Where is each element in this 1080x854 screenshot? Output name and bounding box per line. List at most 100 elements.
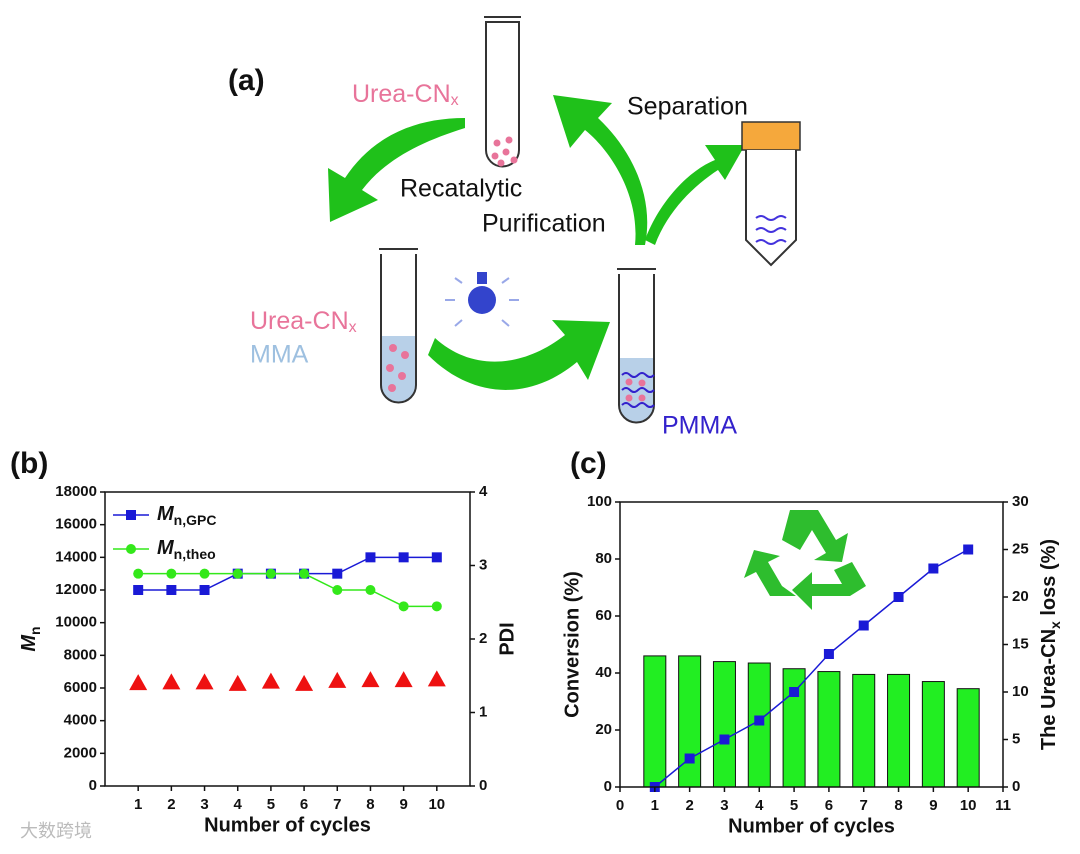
marker <box>365 585 376 595</box>
x-axis-label: Number of cycles <box>728 815 895 837</box>
marker <box>928 563 939 574</box>
label-text: Urea-CN <box>250 307 349 335</box>
chart: (c)0 1 2 3 4 5 6 7 8 9 10 1102040608010005101520253… <box>561 447 1062 837</box>
marker <box>199 568 210 579</box>
marker <box>232 568 243 579</box>
marker <box>328 671 347 688</box>
marker <box>398 552 409 563</box>
label-sub: x <box>349 319 357 336</box>
text-part: M <box>157 503 175 525</box>
subscript: n <box>27 626 43 635</box>
y-axis-label: Mn <box>18 626 42 651</box>
marker <box>133 585 144 595</box>
marker <box>295 674 314 691</box>
marker <box>893 592 904 602</box>
y2-tick-label: 15 <box>1012 635 1029 652</box>
x-tick-label: 4 <box>234 796 243 813</box>
label-sub: x <box>451 92 459 109</box>
marker <box>431 552 442 563</box>
x-tick-label: 10 <box>428 796 445 813</box>
x-axis-label: Number of cycles <box>204 814 371 836</box>
marker <box>166 568 177 579</box>
y-tick-label: 12000 <box>55 581 97 598</box>
y-tick-label: 0 <box>604 778 612 795</box>
step-label: Separation <box>627 93 748 121</box>
lamp <box>445 272 519 327</box>
marker <box>394 671 413 688</box>
y-tick-label: 14000 <box>55 548 97 565</box>
particles <box>491 136 518 167</box>
marker <box>228 674 247 691</box>
marker <box>332 568 343 579</box>
bar <box>678 655 702 788</box>
y-tick-label: 0 <box>89 777 97 794</box>
marker <box>166 585 177 595</box>
text-part: M <box>18 634 40 652</box>
y2-tick-label: 20 <box>1012 588 1029 605</box>
marker <box>684 753 695 764</box>
subscript: n,GPC <box>174 512 217 528</box>
catalyst-label: Urea-CNx <box>250 307 357 337</box>
y-tick-label: 6000 <box>64 679 97 696</box>
y2-tick-label: 30 <box>1012 493 1029 510</box>
polymer-label: PMMA <box>662 412 737 440</box>
chart: (b)1 2 3 4 5 6 7 8 9 1002000400060008000100001200… <box>10 447 518 836</box>
x-tick-label: 5 <box>267 796 275 813</box>
x-tick-label: 7 <box>860 797 868 814</box>
y2-axis-label: PDI <box>496 622 518 655</box>
legend-label: Mn,GPC <box>157 503 216 527</box>
polymer-chains <box>755 215 787 245</box>
y-tick-label: 8000 <box>64 646 97 663</box>
marker <box>789 687 800 697</box>
marker <box>858 620 869 631</box>
y-tick-label: 10000 <box>55 614 97 631</box>
panel-label: (c) <box>570 447 607 480</box>
marker <box>361 671 380 688</box>
tube <box>485 21 520 168</box>
marker <box>199 585 210 595</box>
x-tick-label: 10 <box>960 797 977 814</box>
x-tick-label: 6 <box>825 797 833 814</box>
text-part: The Urea-CN <box>1038 629 1060 750</box>
bar <box>782 668 806 788</box>
marker <box>365 552 376 563</box>
marker <box>332 585 343 595</box>
y2-tick-label: 25 <box>1012 540 1029 557</box>
x-tick-label: 2 <box>685 797 693 814</box>
text-part: M <box>157 537 175 559</box>
marker <box>963 544 974 555</box>
y-tick-label: 20 <box>595 721 612 738</box>
marker <box>126 544 136 554</box>
marker <box>299 568 310 579</box>
arrows <box>328 95 745 390</box>
x-tick-label: 11 <box>995 797 1011 814</box>
bar <box>643 655 667 788</box>
marker <box>265 568 276 579</box>
x-tick-label: 3 <box>200 796 208 813</box>
particles <box>625 378 646 402</box>
series-line <box>138 572 437 608</box>
x-tick-label: 2 <box>167 796 175 813</box>
y-tick-label: 60 <box>595 607 612 624</box>
marker <box>719 734 730 745</box>
subscript: n,theo <box>174 546 216 562</box>
marker <box>261 672 280 689</box>
marker <box>126 510 136 520</box>
text-part: loss (%) <box>1038 539 1060 621</box>
step-label: Recatalytic <box>400 175 522 203</box>
y-tick-label: 4000 <box>64 712 97 729</box>
marker <box>823 649 834 659</box>
y-tick-label: 2000 <box>64 744 97 761</box>
bar <box>817 671 841 788</box>
polymer-chains <box>621 372 655 408</box>
series-line <box>654 548 969 788</box>
x-tick-label: 0 <box>616 797 624 814</box>
legend-label: Mn,theo <box>157 537 216 561</box>
y2-tick-label: 3 <box>479 556 487 573</box>
marker <box>754 715 765 726</box>
y2-tick-label: 0 <box>479 777 487 794</box>
marker <box>427 670 446 687</box>
bar <box>921 681 945 788</box>
x-tick-label: 1 <box>651 797 659 814</box>
